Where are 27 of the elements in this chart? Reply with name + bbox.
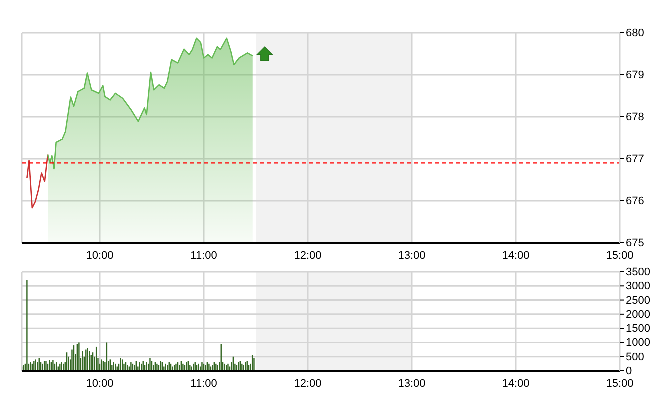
x-tick-label: 14:00 (502, 250, 530, 262)
y-tick-label: 1500 (626, 323, 650, 336)
y-tick-label: 676 (626, 196, 644, 208)
y-tick-label: 3500 (626, 266, 650, 279)
y-tick-label: 2000 (626, 308, 650, 321)
x-tick-label: 10:00 (86, 378, 114, 390)
y-tick-label: 2500 (626, 294, 650, 307)
x-tick-label: 13:00 (398, 378, 426, 390)
y-tick-label: 500 (626, 351, 644, 364)
y-tick-label: 679 (626, 70, 644, 82)
x-tick-label: 12:00 (294, 250, 322, 262)
y-tick-label: 680 (626, 28, 644, 40)
y-tick-label: 1000 (626, 337, 650, 350)
x-tick-label: 10:00 (86, 250, 114, 262)
y-tick-label: 678 (626, 112, 644, 124)
y-tick-label: 677 (626, 154, 644, 166)
x-tick-label: 13:00 (398, 250, 426, 262)
x-tick-label: 11:00 (190, 250, 218, 262)
x-tick-label: 14:00 (502, 378, 530, 390)
x-tick-label: 11:00 (190, 378, 218, 390)
y-tick-label: 3000 (626, 280, 650, 293)
y-tick-label: 675 (626, 238, 644, 250)
x-tick-label: 15:00 (606, 378, 634, 390)
y-tick-label: 0 (626, 366, 632, 378)
x-tick-label: 12:00 (294, 378, 322, 390)
x-tick-label: 15:00 (606, 250, 634, 262)
line-series (26, 154, 49, 209)
